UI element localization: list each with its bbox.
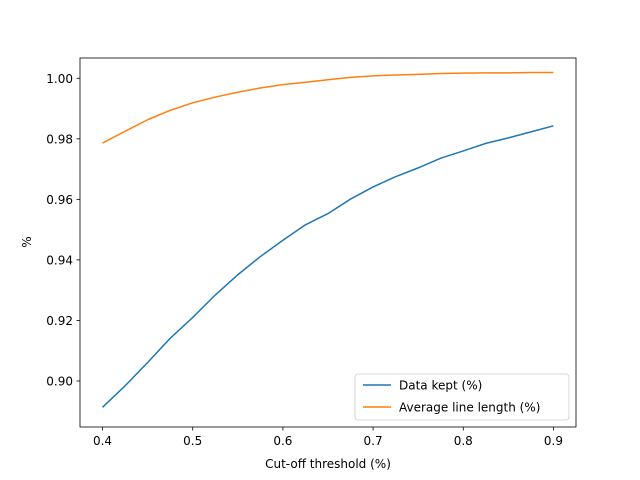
series-line-avg-line-length (102, 71, 554, 144)
x-axis-label: Cut-off threshold (%) (265, 457, 391, 471)
y-axis-ticks: 0.90 0.92 0.94 0.96 0.98 1.00 (46, 72, 80, 388)
plot-background (80, 58, 576, 427)
series-line-data-kept (102, 125, 554, 408)
legend-box (354, 373, 570, 421)
series-layer (102, 71, 554, 408)
y-tick-label: 1.00 (46, 72, 73, 86)
y-tick-label: 0.92 (46, 314, 73, 328)
x-axis-ticks: 0.4 0.5 0.6 0.7 0.8 0.9 (93, 427, 563, 448)
x-tick-label: 0.8 (454, 434, 473, 448)
y-tick-label: 0.96 (46, 193, 73, 207)
legend-label-data-kept: Data kept (%) (399, 379, 482, 393)
plot-frame (79, 57, 577, 428)
x-tick-label: 0.9 (544, 434, 563, 448)
legend-label-avg-line-length: Average line length (%) (399, 401, 540, 415)
x-tick-label: 0.5 (183, 434, 202, 448)
x-tick-label: 0.7 (364, 434, 383, 448)
y-tick-label: 0.90 (46, 374, 73, 388)
legend: Data kept (%) Average line length (%) (354, 373, 570, 421)
x-tick-label: 0.6 (273, 434, 292, 448)
y-axis-label: % (20, 236, 34, 247)
y-tick-label: 0.94 (46, 253, 73, 267)
x-tick-label: 0.4 (93, 434, 112, 448)
y-tick-label: 0.98 (46, 132, 73, 146)
